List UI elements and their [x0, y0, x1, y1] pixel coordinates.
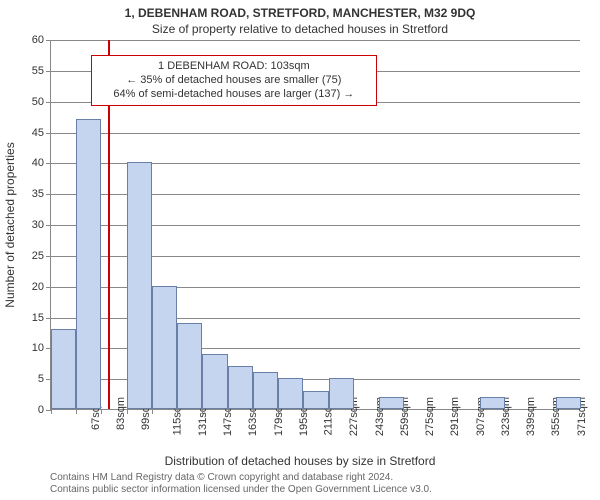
y-tick-label: 0	[38, 404, 44, 416]
y-tick-label: 45	[32, 127, 44, 139]
histogram-bar	[228, 366, 253, 409]
histogram-bar	[379, 397, 404, 409]
plot-area: 05101520253035404550556067sqm83sqm99sqm1…	[50, 40, 580, 410]
histogram-bar	[480, 397, 505, 409]
x-tick-label: 83sqm	[115, 397, 127, 430]
histogram-bar	[51, 329, 76, 409]
grid-line	[51, 133, 580, 134]
histogram-bar	[556, 397, 581, 409]
y-tick-label: 50	[32, 96, 44, 108]
x-axis-title: Distribution of detached houses by size …	[0, 454, 600, 468]
y-tick-label: 60	[32, 34, 44, 46]
histogram-bar	[76, 119, 101, 409]
y-tick-label: 35	[32, 188, 44, 200]
histogram-bar	[278, 378, 303, 409]
histogram-bar	[202, 354, 227, 410]
y-tick-label: 55	[32, 65, 44, 77]
title-main: 1, DEBENHAM ROAD, STRETFORD, MANCHESTER,…	[0, 6, 600, 20]
y-tick-label: 20	[32, 281, 44, 293]
annotation-line: ← 35% of detached houses are smaller (75…	[98, 73, 370, 87]
x-tick-label: 339sqm	[525, 397, 537, 436]
y-tick-label: 5	[38, 373, 44, 385]
annotation-line: 64% of semi-detached houses are larger (…	[98, 87, 370, 101]
title-sub: Size of property relative to detached ho…	[0, 22, 600, 36]
footer-line2: Contains public sector information licen…	[50, 484, 590, 496]
grid-line	[51, 40, 580, 41]
y-tick-label: 40	[32, 157, 44, 169]
histogram-bar	[152, 286, 177, 409]
histogram-bar	[177, 323, 202, 409]
histogram-bar	[253, 372, 278, 409]
y-axis-title: Number of detached properties	[3, 142, 17, 307]
y-tick-label: 15	[32, 312, 44, 324]
histogram-bar	[127, 162, 152, 409]
annotation-box: 1 DEBENHAM ROAD: 103sqm← 35% of detached…	[91, 55, 377, 106]
annotation-line: 1 DEBENHAM ROAD: 103sqm	[98, 59, 370, 73]
footer-line1: Contains HM Land Registry data © Crown c…	[50, 472, 590, 484]
y-tick-label: 25	[32, 250, 44, 262]
footer: Contains HM Land Registry data © Crown c…	[50, 472, 590, 496]
x-tick-label: 275sqm	[424, 397, 436, 436]
histogram-bar	[303, 391, 328, 410]
x-tick-label: 291sqm	[449, 397, 461, 436]
y-tick-label: 10	[32, 342, 44, 354]
histogram-bar	[329, 378, 354, 409]
y-tick-label: 30	[32, 219, 44, 231]
